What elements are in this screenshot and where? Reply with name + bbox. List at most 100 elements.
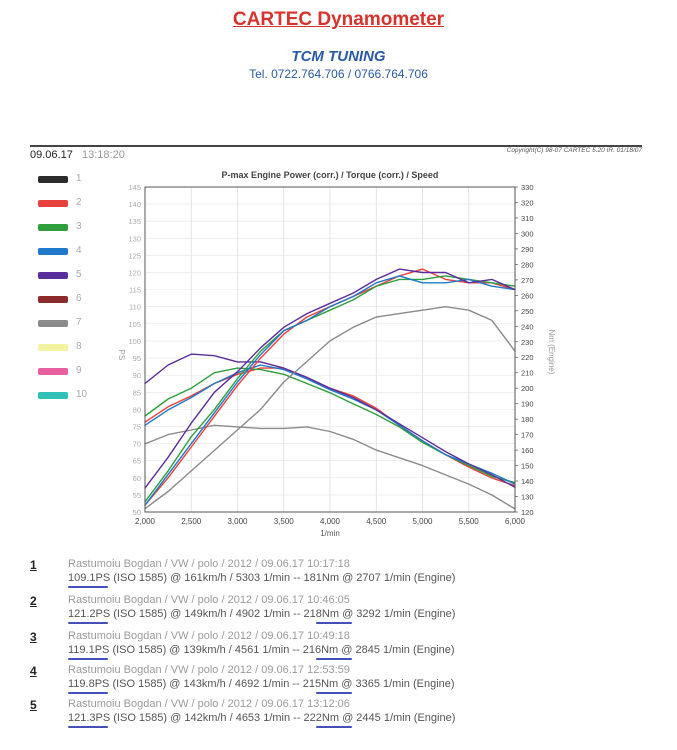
x-tick-label: 4,000 (320, 517, 341, 526)
power-curve-run-3 (144, 275, 516, 503)
legend-item-1: 1 (38, 173, 82, 184)
y-axis-label-left: PS (117, 350, 126, 361)
run-index: 1 (30, 558, 37, 572)
run-info-line: Rastumoiu Bogdan / VW / polo / 2012 / 09… (68, 630, 350, 642)
y-tick-label-right: 210 (521, 369, 534, 378)
pen-underline (316, 726, 352, 728)
y-tick-label-right: 170 (521, 431, 534, 440)
x-tick-label: 3,500 (274, 517, 295, 526)
y-tick-label-left: 110 (129, 303, 141, 312)
y-tick-label-left: 130 (128, 234, 141, 243)
x-tick-label: 2,000 (135, 517, 156, 526)
y-tick-label-right: 280 (521, 260, 534, 269)
run-info-line: Rastumoiu Bogdan / VW / polo / 2012 / 09… (68, 594, 350, 606)
power-curve-run-5 (144, 268, 516, 489)
y-tick-label-right: 120 (521, 508, 534, 517)
y-tick-label-right: 320 (521, 198, 534, 207)
legend-label-7: 7 (76, 317, 82, 328)
legend-label-10: 10 (76, 389, 88, 400)
header-divider (30, 145, 642, 147)
run-summary-1: 1 Rastumoiu Bogdan / VW / polo / 2012 / … (30, 558, 650, 588)
y-tick-label-left: 80 (133, 405, 141, 414)
run-summary-2: 2 Rastumoiu Bogdan / VW / polo / 2012 / … (30, 594, 650, 624)
torque-curve-run-5 (144, 353, 516, 488)
pen-underline (68, 658, 108, 660)
torque-curve-run-4 (144, 364, 516, 485)
pen-underline (68, 622, 108, 624)
legend-label-5: 5 (76, 269, 82, 280)
power-curve-run-7 (144, 306, 516, 510)
report-time: 13:18:20 (82, 149, 125, 161)
run-index: 5 (30, 698, 37, 712)
legend-swatch-10 (38, 392, 68, 399)
run-summary-4: 4 Rastumoiu Bogdan / VW / polo / 2012 / … (30, 664, 650, 694)
pen-underline (316, 692, 352, 694)
legend-swatch-2 (38, 200, 68, 207)
legend-label-4: 4 (76, 245, 82, 256)
legend-item-9: 9 (38, 365, 82, 376)
legend-swatch-3 (38, 224, 68, 231)
y-tick-label-left: 65 (133, 457, 141, 466)
y-tick-label-right: 180 (521, 415, 534, 424)
legend-label-8: 8 (76, 341, 82, 352)
y-tick-label-left: 145 (128, 183, 141, 192)
report-date: 09.06.17 (30, 149, 73, 161)
legend-swatch-4 (38, 248, 68, 255)
y-tick-label-left: 50 (133, 508, 141, 517)
power-curve-run-4 (144, 275, 516, 506)
legend-item-10: 10 (38, 389, 87, 400)
pen-underline (316, 622, 352, 624)
legend-item-8: 8 (38, 341, 82, 352)
y-tick-label-right: 330 (521, 183, 534, 192)
y-tick-label-right: 240 (521, 322, 534, 331)
company-name: TCM TUNING (291, 48, 386, 65)
y-tick-label-left: 120 (128, 269, 141, 278)
legend-label-3: 3 (76, 221, 82, 232)
x-tick-label: 6,000 (505, 517, 526, 526)
y-tick-label-left: 85 (133, 388, 141, 397)
y-tick-label-right: 230 (521, 338, 534, 347)
legend-label-2: 2 (76, 197, 82, 208)
y-axis-label-right: Nm (Engine) (547, 330, 556, 375)
y-tick-label-right: 290 (521, 245, 534, 254)
x-tick-label: 4,500 (366, 517, 387, 526)
report-title: CARTEC Dynamometer (232, 9, 445, 30)
legend-item-5: 5 (38, 269, 82, 280)
y-tick-label-left: 125 (128, 251, 141, 260)
legend-swatch-8 (38, 344, 68, 351)
legend-swatch-6 (38, 296, 68, 303)
y-tick-label-right: 270 (521, 276, 534, 285)
y-tick-label-right: 160 (521, 446, 534, 455)
run-summary-3: 3 Rastumoiu Bogdan / VW / polo / 2012 / … (30, 630, 650, 660)
run-result-line: 109.1PS (ISO 1585) @ 161km/h / 5303 1/mi… (68, 572, 456, 584)
x-tick-label: 5,500 (459, 517, 480, 526)
y-tick-label-right: 220 (521, 353, 534, 362)
y-tick-label-left: 100 (128, 337, 141, 346)
copyright-note: Copyright(C) 98-07 CARTEC 5.20 IR. 01/18… (506, 147, 642, 154)
run-info-line: Rastumoiu Bogdan / VW / polo / 2012 / 09… (68, 558, 350, 570)
x-tick-label: 5,000 (412, 517, 433, 526)
run-summary-5: 5 Rastumoiu Bogdan / VW / polo / 2012 / … (30, 698, 650, 728)
legend-label-6: 6 (76, 293, 82, 304)
legend-item-6: 6 (38, 293, 82, 304)
y-tick-label-left: 95 (133, 354, 141, 363)
run-info-line: Rastumoiu Bogdan / VW / polo / 2012 / 09… (68, 664, 350, 676)
legend-label-1: 1 (76, 173, 82, 184)
plot-frame (144, 186, 516, 513)
pen-underline (316, 658, 352, 660)
tick-layer: 2,000 2,500 3,000 3,500 4,000 4,500 5,000 5,500… (128, 183, 533, 526)
y-tick-label-right: 310 (521, 214, 534, 223)
legend-item-3: 3 (38, 221, 82, 232)
legend-swatch-1 (38, 176, 68, 183)
x-axis-label: 1/min (320, 529, 340, 538)
run-result-line: 119.8PS (ISO 1585) @ 143km/h / 4692 1/mi… (68, 678, 455, 690)
y-tick-label-right: 260 (521, 291, 534, 300)
x-tick-label: 2,500 (181, 517, 202, 526)
pen-underline (68, 726, 108, 728)
run-info-line: Rastumoiu Bogdan / VW / polo / 2012 / 09… (68, 698, 350, 710)
company-phone: Tel. 0722.764.706 / 0766.764.706 (249, 67, 428, 81)
y-tick-label-left: 135 (128, 217, 141, 226)
legend-item-7: 7 (38, 317, 82, 328)
x-tick-label: 3,000 (227, 517, 248, 526)
y-tick-label-right: 200 (521, 384, 534, 393)
